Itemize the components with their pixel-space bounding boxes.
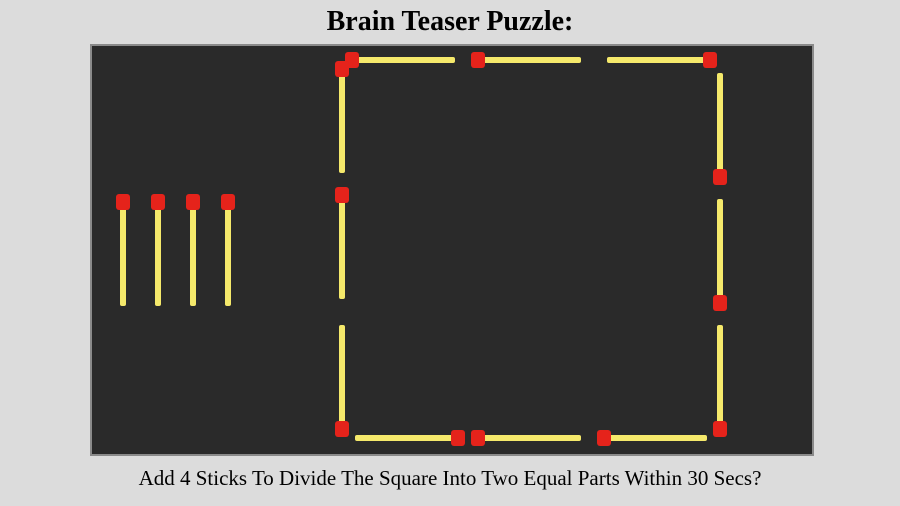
- matchstick-head: [221, 194, 235, 210]
- puzzle-caption: Add 4 Sticks To Divide The Square Into T…: [0, 466, 900, 491]
- matchstick-head: [186, 194, 200, 210]
- matchstick-stick: [155, 206, 161, 306]
- matchstick-head: [451, 430, 465, 446]
- matchstick-head: [335, 421, 349, 437]
- matchstick-stick: [607, 57, 707, 63]
- matchstick-stick: [190, 206, 196, 306]
- puzzle-title: Brain Teaser Puzzle:: [0, 6, 900, 38]
- matchstick-head: [335, 61, 349, 77]
- matchstick-head: [713, 169, 727, 185]
- matchstick-stick: [225, 206, 231, 306]
- matchstick-head: [151, 194, 165, 210]
- matchstick-head: [703, 52, 717, 68]
- matchstick-head: [713, 421, 727, 437]
- matchstick-stick: [607, 435, 707, 441]
- matchstick-stick: [355, 435, 455, 441]
- matchstick-head: [471, 52, 485, 68]
- matchstick-stick: [339, 199, 345, 299]
- matchstick-head: [335, 187, 349, 203]
- matchstick-stick: [355, 57, 455, 63]
- matchstick-head: [713, 295, 727, 311]
- matchstick-head: [597, 430, 611, 446]
- matchstick-stick: [717, 73, 723, 173]
- matchstick-stick: [717, 199, 723, 299]
- matchstick-stick: [717, 325, 723, 425]
- page: Brain Teaser Puzzle: Add 4 Sticks To Div…: [0, 0, 900, 506]
- matchstick-head: [471, 430, 485, 446]
- matchstick-head: [116, 194, 130, 210]
- matchstick-stick: [339, 325, 345, 425]
- matchstick-stick: [339, 73, 345, 173]
- puzzle-canvas: [90, 44, 814, 456]
- matchstick-stick: [481, 435, 581, 441]
- matchstick-stick: [481, 57, 581, 63]
- matchstick-stick: [120, 206, 126, 306]
